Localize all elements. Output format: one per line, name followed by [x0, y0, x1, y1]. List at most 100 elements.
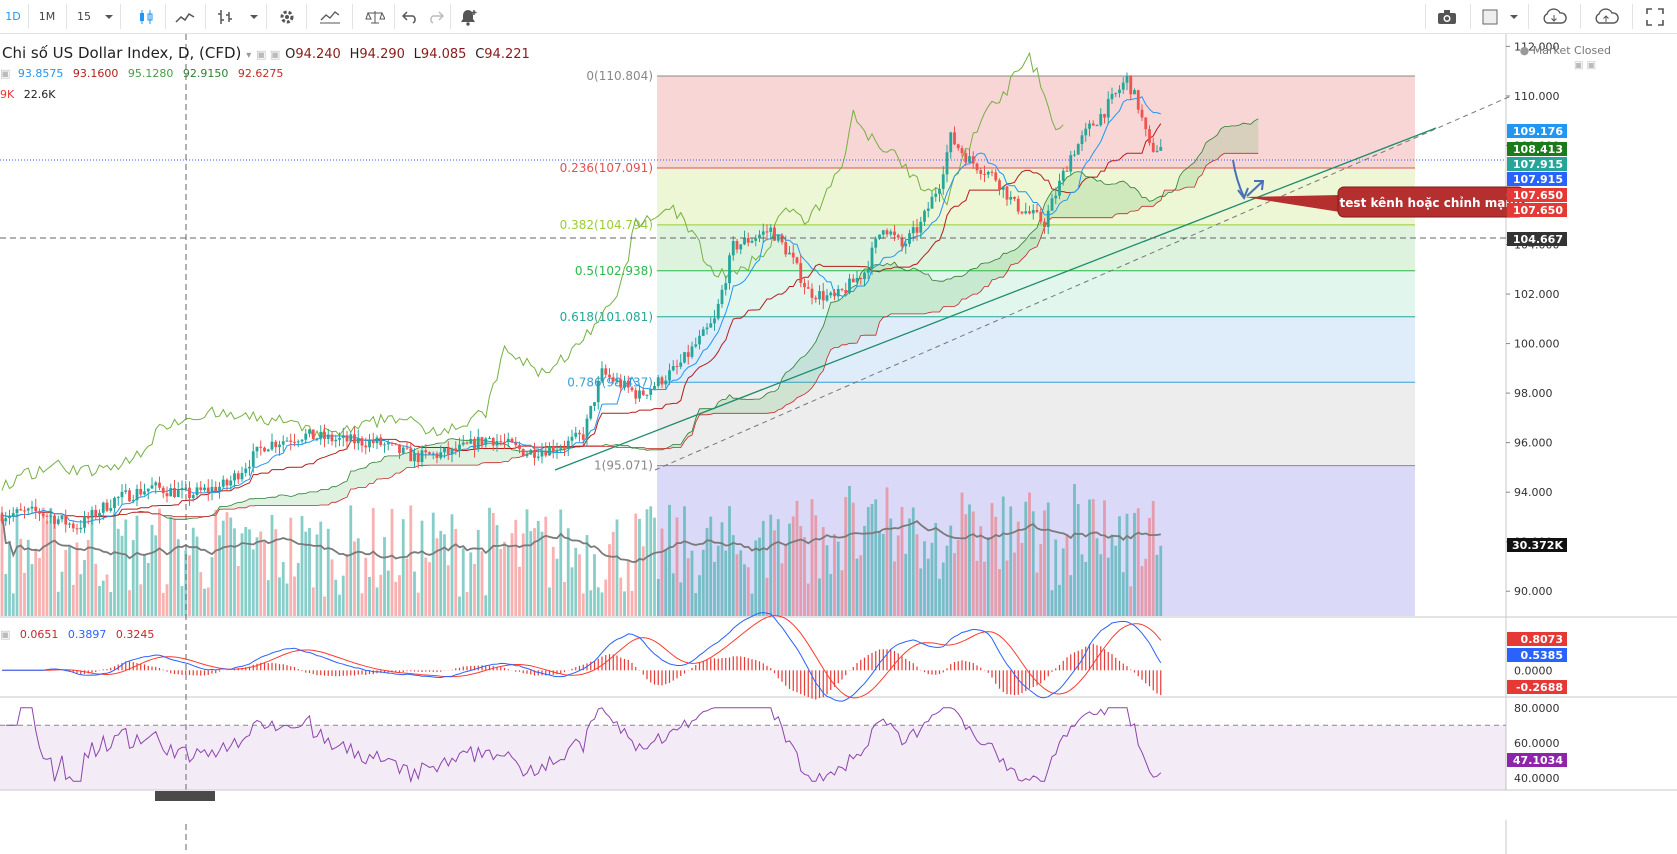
- pane-controls[interactable]: ▣ ▣: [1574, 60, 1597, 71]
- volume-bar: [788, 523, 791, 616]
- candle: [390, 441, 394, 447]
- candle-body: [371, 440, 375, 444]
- candle: [1054, 187, 1058, 205]
- candle: [608, 368, 611, 382]
- alert-button[interactable]: [454, 0, 482, 33]
- candle-body: [454, 448, 458, 452]
- candle-body: [401, 447, 405, 453]
- interval-1d-button[interactable]: 1D: [0, 0, 26, 33]
- volume-bar: [956, 540, 960, 616]
- fullscreen-button[interactable]: [1636, 0, 1674, 33]
- volume-bar: [296, 562, 300, 616]
- volume-bar: [555, 558, 559, 616]
- volume-bar: [353, 541, 356, 616]
- compare-scale-button[interactable]: [358, 0, 392, 33]
- indicators-button[interactable]: [312, 0, 348, 33]
- chart-area[interactable]: 0(110.804) 0.236(107.091) 0.382(104.794) 0.…: [0, 34, 1677, 854]
- candle: [86, 512, 90, 525]
- volume-bar: [68, 546, 71, 616]
- candle: [626, 375, 630, 394]
- volume-bar: [649, 506, 653, 616]
- candle-body: [0, 514, 4, 522]
- candle: [289, 433, 293, 451]
- volume-bar: [664, 549, 668, 616]
- candle: [101, 501, 105, 520]
- volume-bar: [1121, 572, 1125, 616]
- price-axis-label: 102.000: [1514, 288, 1560, 301]
- volume-bar: [101, 580, 105, 616]
- bar-style-dropdown[interactable]: [244, 0, 264, 33]
- low-label: L: [413, 47, 421, 62]
- indicator-settings-icon[interactable]: ▣: [0, 67, 11, 80]
- candle: [203, 483, 206, 492]
- save-layout-button[interactable]: [1584, 0, 1628, 33]
- candle-body: [41, 513, 45, 516]
- line-chart-button[interactable]: [168, 0, 202, 33]
- candle: [713, 309, 716, 331]
- candle-body: [101, 502, 105, 513]
- volume-bar: [821, 527, 825, 616]
- candle-body: [405, 447, 409, 449]
- candle-body: [544, 450, 548, 456]
- price-tag: [1507, 157, 1567, 171]
- volume-bar: [341, 575, 345, 616]
- candle-body: [1035, 210, 1039, 212]
- layout-dropdown[interactable]: [1506, 0, 1522, 33]
- bar-style-button[interactable]: [208, 0, 242, 33]
- volume-bar: [548, 587, 551, 616]
- screenshot-button[interactable]: [1428, 0, 1466, 33]
- candle: [619, 374, 623, 393]
- visibility-icon[interactable]: ▣ ▣: [256, 48, 281, 61]
- volume-bar: [41, 507, 45, 616]
- indicator-settings-icon[interactable]: ▣: [0, 628, 11, 641]
- redo-button[interactable]: [424, 0, 448, 33]
- volume-bar: [345, 554, 349, 616]
- candle-body: [806, 287, 810, 289]
- volume-bar: [49, 507, 53, 616]
- ichimoku-tenkan: [1, 96, 1161, 523]
- bar-style-icon: [218, 9, 232, 24]
- candle-body: [86, 516, 90, 519]
- candle: [225, 478, 229, 492]
- chevron-down-icon[interactable]: ▾: [246, 50, 252, 61]
- volume-bar: [1155, 554, 1159, 616]
- candle-body: [188, 487, 191, 499]
- interval-1m-button[interactable]: 1M: [30, 0, 64, 33]
- candle-body: [139, 488, 143, 495]
- volume-bar: [866, 507, 870, 616]
- settings-button[interactable]: [270, 0, 304, 33]
- candle-body: [180, 487, 184, 490]
- candle: [1043, 218, 1046, 234]
- volume-bar: [206, 587, 210, 616]
- volume-bar: [1133, 512, 1136, 616]
- candle: [866, 260, 870, 279]
- candle: [971, 151, 975, 170]
- candle: [1024, 202, 1028, 215]
- volume-bar: [878, 530, 881, 616]
- interval-15-button[interactable]: 15: [68, 0, 100, 33]
- interval-dropdown[interactable]: [100, 0, 118, 33]
- volume-bar: [60, 571, 64, 616]
- volume-bar: [979, 526, 983, 616]
- candle: [746, 232, 750, 247]
- candle-body: [484, 438, 488, 445]
- volume-bar: [221, 520, 225, 616]
- candle: [645, 394, 649, 400]
- candle: [806, 280, 810, 289]
- layout-button[interactable]: [1474, 0, 1506, 33]
- candle: [889, 229, 893, 237]
- candle: [915, 218, 919, 241]
- candle: [934, 187, 938, 202]
- candle-body: [1039, 211, 1043, 222]
- fib-zone: [657, 76, 1415, 168]
- load-layout-button[interactable]: [1532, 0, 1576, 33]
- undo-button[interactable]: [398, 0, 422, 33]
- volume-bar: [938, 578, 941, 616]
- candle: [188, 481, 191, 506]
- candle: [416, 450, 420, 469]
- symbol-title[interactable]: Chi số US Dollar Index, D, (CFD): [2, 44, 242, 62]
- candle-body: [881, 230, 885, 235]
- candle: [851, 274, 855, 283]
- candles-style-button[interactable]: [130, 0, 162, 33]
- candle-body: [1095, 125, 1099, 127]
